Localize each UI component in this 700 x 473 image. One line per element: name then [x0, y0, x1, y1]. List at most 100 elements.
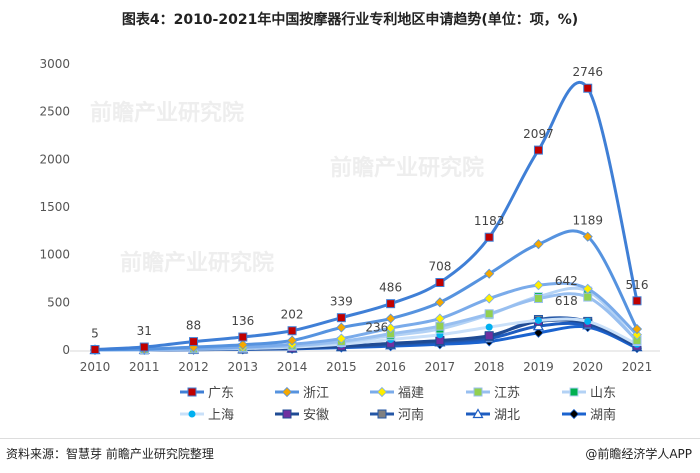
data-label: 486	[379, 281, 402, 295]
y-tick-label: 0	[62, 343, 70, 357]
data-label: 88	[186, 319, 201, 333]
data-point	[533, 145, 543, 155]
y-tick-label: 1500	[39, 200, 70, 214]
data-point	[583, 83, 593, 93]
data-point	[484, 293, 495, 304]
x-tick-label: 2014	[277, 360, 308, 374]
data-label: 2746	[572, 65, 603, 79]
data-point	[533, 280, 544, 291]
x-tick-label: 2020	[572, 360, 603, 374]
legend-marker	[568, 408, 580, 420]
data-label: 708	[428, 260, 451, 274]
data-point	[584, 317, 592, 325]
data-point	[484, 331, 494, 341]
data-label: 236	[365, 321, 388, 335]
data-label: 31	[137, 324, 152, 338]
y-tick-label: 2000	[39, 152, 70, 166]
divider	[0, 438, 700, 439]
x-tick-label: 2013	[228, 360, 259, 374]
legend-label: 安徽	[303, 408, 329, 423]
legend-marker	[376, 386, 388, 398]
data-point	[386, 299, 396, 309]
data-point	[336, 322, 347, 333]
legend-item-安徽: 安徽	[275, 408, 329, 423]
data-point	[485, 323, 493, 331]
y-tick-label: 3000	[39, 57, 70, 71]
legend-marker	[281, 386, 293, 398]
watermark: 前瞻产业研究院	[90, 100, 244, 126]
legend-label: 上海	[208, 408, 234, 423]
brand-label: @前瞻经济学人APP	[585, 447, 692, 461]
legend-marker	[187, 387, 197, 397]
y-tick-label: 500	[47, 295, 70, 309]
data-label: 136	[231, 314, 254, 328]
data-point	[434, 313, 445, 324]
x-tick-label: 2012	[178, 360, 209, 374]
y-tick-label: 2500	[39, 105, 70, 119]
data-label: 1189	[572, 214, 603, 228]
data-point	[139, 342, 149, 352]
data-label: 339	[330, 295, 353, 309]
x-tick-label: 2015	[326, 360, 357, 374]
legend-label: 福建	[398, 386, 424, 401]
legend-item-河南: 河南	[370, 407, 424, 423]
legend-item-湖南: 湖南	[562, 407, 616, 423]
watermark: 前瞻产业研究院	[330, 155, 484, 181]
data-label: 618	[555, 294, 578, 308]
legend-marker	[188, 410, 196, 418]
legend-marker	[282, 409, 292, 419]
legend-item-上海: 上海	[180, 408, 234, 423]
x-tick-label: 2011	[129, 360, 160, 374]
data-point	[632, 296, 642, 306]
legend-item-湖北: 湖北	[466, 408, 520, 423]
legend-label: 广东	[208, 386, 234, 401]
data-point	[189, 337, 199, 347]
series-浙江	[89, 229, 643, 355]
data-point	[582, 231, 593, 242]
legend-item-江苏: 江苏	[466, 385, 520, 401]
legend-item-福建: 福建	[370, 386, 424, 401]
y-tick-label: 1000	[39, 248, 70, 262]
legend-item-广东: 广东	[180, 386, 234, 401]
data-point	[533, 239, 544, 250]
data-point	[484, 232, 494, 242]
data-point	[287, 335, 298, 346]
data-point	[287, 326, 297, 336]
legend-label: 江苏	[494, 385, 520, 401]
data-point	[336, 313, 346, 323]
source-note: 资料来源：智慧芽 前瞻产业研究院整理	[6, 447, 214, 461]
data-point	[385, 323, 396, 334]
data-label: 642	[555, 274, 578, 288]
legend-marker	[473, 387, 483, 397]
legend-label: 山东	[590, 386, 616, 401]
legend-marker	[377, 409, 387, 419]
data-point	[434, 297, 445, 308]
data-point	[385, 313, 396, 324]
x-tick-label: 2010	[80, 360, 111, 374]
chart-title: 图表4：2010-2021年中国按摩器行业专利地区申请趋势(单位：项，%)	[121, 12, 579, 28]
data-point	[583, 292, 593, 302]
legend-marker	[472, 408, 484, 419]
data-point	[237, 339, 248, 350]
data-label: 516	[626, 278, 649, 292]
data-point	[336, 333, 347, 344]
x-tick-label: 2018	[474, 360, 505, 374]
legend-item-浙江: 浙江	[275, 386, 329, 401]
data-point	[582, 283, 593, 294]
legend-label: 浙江	[303, 386, 329, 401]
line-chart: 前瞻产业研究院前瞻产业研究院前瞻产业研究院0500100015002000250…	[39, 57, 660, 423]
legend-label: 河南	[398, 407, 424, 423]
data-point	[631, 323, 643, 335]
data-point	[90, 345, 100, 355]
data-point	[435, 278, 445, 288]
data-point	[631, 329, 643, 340]
data-point	[238, 332, 248, 342]
data-label: 5	[91, 327, 99, 341]
legend-marker	[569, 387, 579, 397]
watermark: 前瞻产业研究院	[120, 250, 274, 276]
x-tick-label: 2016	[375, 360, 406, 374]
x-tick-label: 2017	[425, 360, 456, 374]
data-label: 2097	[523, 127, 554, 141]
data-point	[533, 294, 543, 304]
